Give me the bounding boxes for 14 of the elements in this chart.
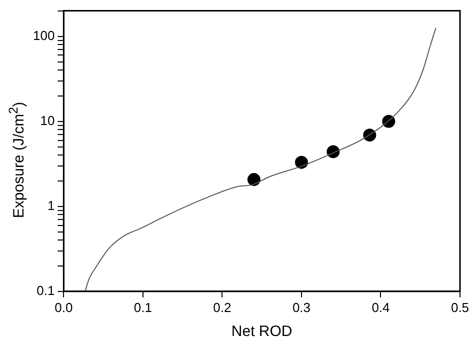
line-series: [84, 27, 436, 292]
x-tick-label: 0.4: [372, 300, 390, 315]
x-tick-label: 0.5: [450, 300, 470, 315]
y-tick-label: 1: [47, 198, 55, 213]
x-tick-label: 0.0: [54, 300, 73, 315]
y-tick-label: 10: [40, 112, 55, 128]
x-tick-label: 0.3: [292, 300, 311, 315]
point: [247, 173, 260, 186]
y-tick-label: 0.1: [36, 282, 55, 298]
x-tick-label: 0.1: [134, 300, 152, 315]
x-tick-label: 0.2: [213, 300, 232, 315]
x-axis-title: Net ROD: [231, 323, 292, 340]
y-tick-label: 100: [32, 28, 55, 43]
point: [294, 156, 308, 169]
